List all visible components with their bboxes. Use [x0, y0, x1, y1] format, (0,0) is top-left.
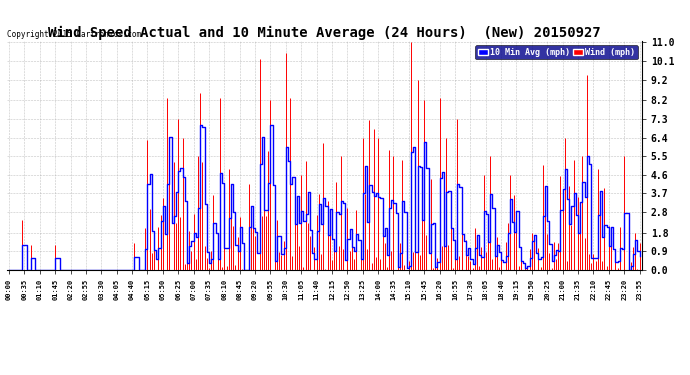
Legend: 10 Min Avg (mph), Wind (mph): 10 Min Avg (mph), Wind (mph): [475, 45, 638, 59]
Text: Copyright 2015 Cartronics.com: Copyright 2015 Cartronics.com: [7, 30, 141, 39]
Title: Wind Speed Actual and 10 Minute Average (24 Hours)  (New) 20150927: Wind Speed Actual and 10 Minute Average …: [48, 26, 601, 40]
